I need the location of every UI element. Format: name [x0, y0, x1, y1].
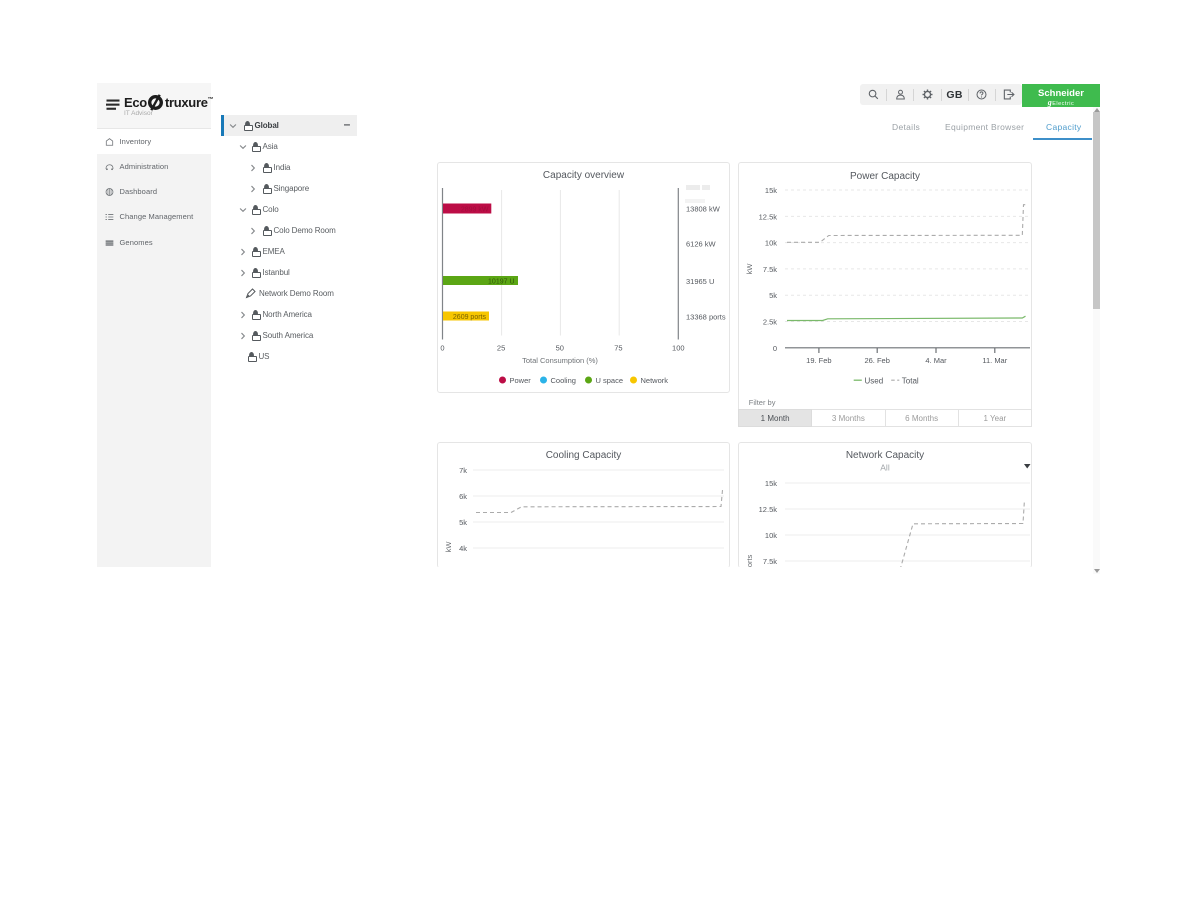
svg-text:All: All [880, 463, 890, 473]
svg-text:5k: 5k [459, 518, 467, 527]
svg-text:50: 50 [556, 344, 564, 353]
svg-text:13808 kW: 13808 kW [686, 205, 721, 214]
svg-text:2609 ports: 2609 ports [453, 314, 487, 321]
svg-text:7.5k: 7.5k [763, 265, 777, 274]
svg-text:19. Feb: 19. Feb [806, 356, 831, 365]
svg-text:kW: kW [444, 541, 453, 553]
svg-text:2899 kW: 2899 kW [461, 207, 489, 214]
svg-text:U space: U space [596, 376, 624, 385]
svg-text:Cooling: Cooling [551, 376, 576, 385]
svg-text:7.5k: 7.5k [763, 557, 777, 566]
svg-text:11. Mar: 11. Mar [982, 356, 1007, 365]
svg-text:12.5k: 12.5k [759, 505, 778, 514]
svg-text:6126 kW: 6126 kW [686, 240, 717, 249]
svg-text:13368 ports: 13368 ports [686, 313, 726, 322]
svg-text:26. Feb: 26. Feb [864, 356, 889, 365]
svg-text:4. Mar: 4. Mar [925, 356, 947, 365]
svg-text:Cooling Capacity: Cooling Capacity [546, 450, 622, 461]
svg-text:4k: 4k [459, 544, 467, 553]
svg-text:15k: 15k [765, 479, 777, 488]
svg-text:Total Consumption (%): Total Consumption (%) [522, 356, 598, 365]
svg-text:15k: 15k [765, 186, 777, 195]
svg-text:5k: 5k [769, 291, 777, 300]
svg-text:100: 100 [672, 344, 685, 353]
svg-text:Power: Power [510, 376, 532, 385]
svg-text:7k: 7k [459, 466, 467, 475]
svg-text:2.5k: 2.5k [763, 318, 777, 327]
svg-text:31965 U: 31965 U [686, 277, 714, 286]
svg-text:Network: Network [641, 376, 669, 385]
svg-text:10197 U: 10197 U [488, 278, 514, 285]
svg-text:Total: Total [902, 377, 919, 386]
svg-text:Power Capacity: Power Capacity [850, 171, 920, 182]
svg-text:0: 0 [773, 344, 777, 353]
svg-text:Network Capacity: Network Capacity [846, 450, 924, 461]
svg-text:75: 75 [614, 344, 622, 353]
svg-text:Filter by: Filter by [749, 398, 776, 407]
svg-text:10k: 10k [765, 239, 777, 248]
svg-text:12.5k: 12.5k [759, 212, 778, 221]
svg-text:ports: ports [745, 554, 754, 567]
svg-text:Capacity overview: Capacity overview [543, 170, 625, 181]
svg-text:10k: 10k [765, 531, 777, 540]
svg-text:0: 0 [440, 344, 444, 353]
svg-text:6k: 6k [459, 492, 467, 501]
svg-text:Used: Used [865, 377, 884, 386]
svg-text:kW: kW [745, 263, 754, 275]
svg-text:25: 25 [497, 344, 505, 353]
